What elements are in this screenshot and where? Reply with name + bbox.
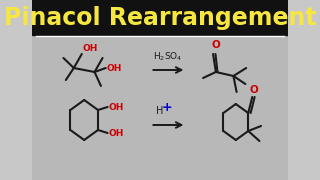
Bar xyxy=(32,0,288,35)
Text: O: O xyxy=(212,40,220,50)
Text: Pinacol Rearrangement: Pinacol Rearrangement xyxy=(4,6,316,30)
Text: OH: OH xyxy=(107,64,122,73)
Text: OH: OH xyxy=(108,129,124,138)
Text: OH: OH xyxy=(83,44,98,53)
Text: OH: OH xyxy=(108,102,124,111)
Text: +: + xyxy=(162,101,172,114)
Text: O: O xyxy=(250,85,258,95)
Text: H$_2$SO$_4$: H$_2$SO$_4$ xyxy=(153,51,183,63)
Text: H: H xyxy=(156,106,164,116)
Bar xyxy=(32,36,288,180)
